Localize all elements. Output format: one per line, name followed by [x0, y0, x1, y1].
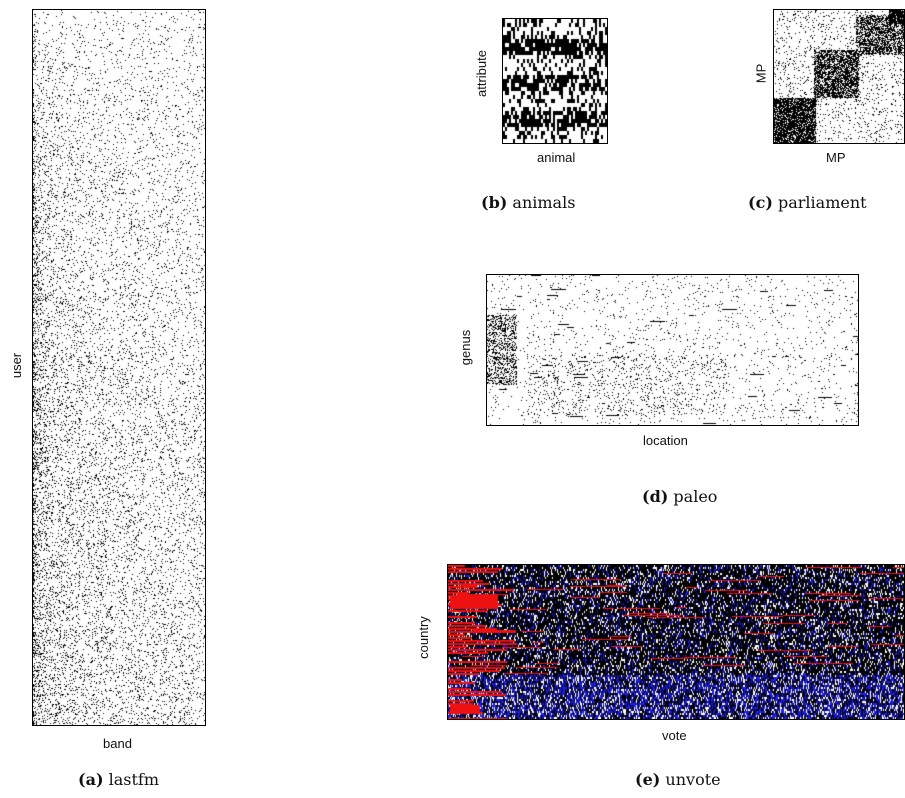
unvote-ylabel: country — [415, 616, 431, 659]
unvote-caption: (e) unvote — [635, 770, 721, 789]
animals-xlabel: animal — [537, 150, 576, 165]
parliament-matrix — [773, 9, 905, 144]
parliament-ylabel: MP — [753, 63, 769, 84]
animals-ylabel: attribute — [473, 50, 489, 97]
paleo-caption: (d) paleo — [642, 487, 718, 506]
unvote-matrix — [447, 564, 905, 720]
animals-matrix — [502, 18, 608, 144]
parliament-xlabel: MP — [826, 150, 846, 165]
lastfm-matrix — [32, 9, 206, 726]
lastfm-xlabel: band — [103, 736, 132, 751]
animals-caption: (b) animals — [481, 193, 576, 212]
parliament-caption: (c) parliament — [748, 193, 867, 212]
paleo-ylabel: genus — [458, 329, 474, 366]
lastfm-caption: (a) lastfm — [78, 770, 159, 789]
unvote-xlabel: vote — [662, 728, 687, 743]
lastfm-ylabel: user — [9, 352, 25, 379]
paleo-matrix — [486, 274, 859, 426]
paleo-xlabel: location — [643, 433, 688, 448]
